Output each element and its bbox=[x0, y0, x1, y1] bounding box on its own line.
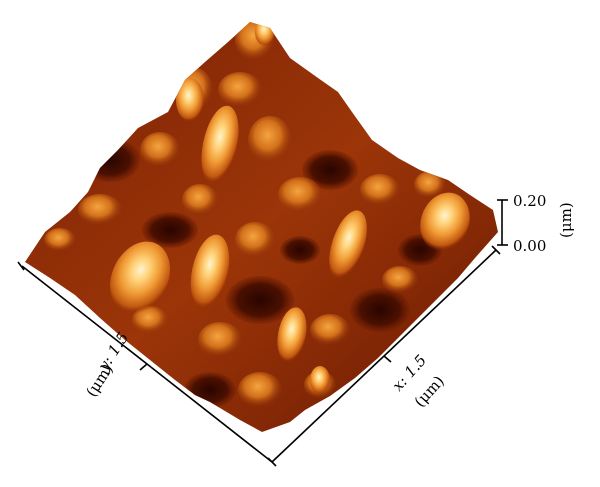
surface-bump bbox=[235, 222, 275, 258]
surface-bump bbox=[360, 174, 400, 206]
surface-peak bbox=[420, 192, 470, 252]
surface-bump bbox=[44, 228, 76, 252]
surface-bump bbox=[248, 116, 292, 164]
z-axis-unit: (μm) bbox=[557, 202, 575, 238]
surface-peak bbox=[176, 78, 204, 122]
surface-bump bbox=[278, 177, 322, 213]
surface-bump bbox=[382, 266, 418, 294]
surface-peak bbox=[201, 105, 239, 185]
surface-peak bbox=[277, 307, 307, 363]
surface-bump bbox=[198, 322, 242, 358]
pit-shadow bbox=[302, 150, 358, 190]
surface-topography bbox=[25, 22, 498, 432]
surface-peak bbox=[310, 366, 330, 394]
surface-bump bbox=[218, 72, 262, 108]
surface-bump bbox=[140, 132, 180, 168]
surface-bump bbox=[310, 314, 350, 346]
surface-bump bbox=[182, 184, 218, 216]
pit-shadow bbox=[80, 138, 140, 182]
pit-shadow bbox=[142, 212, 198, 248]
surface-bump bbox=[414, 171, 446, 199]
pit-shadow bbox=[280, 236, 320, 264]
pit-shadow bbox=[226, 276, 294, 324]
surface-peak bbox=[190, 234, 230, 310]
pit-shadow bbox=[184, 372, 236, 408]
pit-shadow bbox=[350, 288, 410, 332]
surface-peak bbox=[329, 210, 367, 280]
surface-peak bbox=[109, 241, 171, 315]
z-scale-bar bbox=[497, 199, 508, 246]
surface-bump bbox=[78, 194, 122, 226]
x-axis-midtick bbox=[383, 355, 392, 363]
y-axis-endcap-right bbox=[267, 457, 277, 467]
axis-frame bbox=[17, 245, 501, 467]
x-axis-endcap-right bbox=[491, 245, 501, 255]
y-axis-endcap-left bbox=[17, 261, 25, 271]
z-tick-label-top: 0.20 bbox=[513, 192, 546, 210]
y-axis-midtick bbox=[139, 363, 148, 371]
surface-bump bbox=[238, 372, 282, 408]
surface-peak bbox=[255, 22, 275, 46]
z-tick-label-bottom: 0.00 bbox=[513, 237, 546, 255]
